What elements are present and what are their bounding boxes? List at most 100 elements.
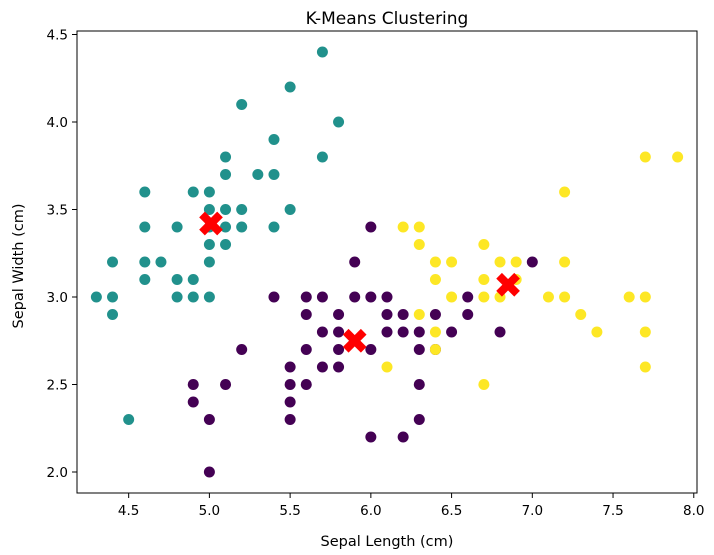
cluster-1-point xyxy=(187,186,199,198)
axes-frame xyxy=(76,30,698,494)
cluster-0-point xyxy=(526,256,538,268)
cluster-2-point xyxy=(429,326,441,338)
centroid-marker xyxy=(342,328,367,353)
centroid-marker xyxy=(199,211,223,236)
cluster-1-point xyxy=(90,291,102,303)
cluster-0-point xyxy=(300,344,312,355)
cluster-2-point xyxy=(510,256,522,268)
cluster-1-point xyxy=(155,256,167,268)
x-tick-label: 6.5 xyxy=(441,503,462,519)
cluster-2-point xyxy=(559,291,571,303)
cluster-0-point xyxy=(333,361,345,373)
cluster-1-point xyxy=(107,309,119,320)
cluster-0-point xyxy=(300,309,312,320)
cluster-0-point xyxy=(268,291,280,303)
cluster-1-point xyxy=(252,169,264,180)
cluster-2-point xyxy=(478,379,490,390)
cluster-0-point xyxy=(316,291,328,303)
cluster-2-point xyxy=(413,221,425,233)
y-tick-label: 2.0 xyxy=(47,465,68,481)
cluster-2-point xyxy=(381,361,393,373)
y-tick-label: 2.5 xyxy=(47,378,68,394)
cluster-2-point xyxy=(639,326,651,338)
cluster-1-point xyxy=(236,99,248,110)
cluster-2-point xyxy=(575,309,587,320)
cluster-0-point xyxy=(462,291,474,303)
cluster-1-point xyxy=(220,169,232,180)
cluster-1-point xyxy=(187,291,199,303)
cluster-2-point xyxy=(639,361,651,373)
y-axis: 2.0 2.5 3.0 3.5 4.0 4.5 xyxy=(47,28,77,481)
cluster-1-point xyxy=(236,221,248,233)
x-axis-label: Sepal Length (cm) xyxy=(321,534,454,550)
cluster-0-point xyxy=(203,466,215,478)
cluster-2-point xyxy=(478,274,490,285)
cluster-2-point xyxy=(478,291,490,303)
cluster-2-point xyxy=(591,326,603,338)
cluster-1-point xyxy=(220,204,232,215)
chart-title: K-Means Clustering xyxy=(306,9,469,29)
cluster-1-point xyxy=(171,274,183,285)
cluster-1-point xyxy=(268,169,280,180)
cluster-0-point xyxy=(413,379,425,390)
cluster-2-point xyxy=(413,309,425,320)
cluster-2-point xyxy=(542,291,554,303)
cluster-1-point xyxy=(203,204,215,215)
x-tick-label: 7.0 xyxy=(522,503,543,519)
cluster-2-point xyxy=(639,291,651,303)
cluster-1-point xyxy=(171,291,183,303)
cluster-1-point xyxy=(333,116,345,128)
cluster-1-point xyxy=(236,204,248,215)
cluster-0-point xyxy=(381,326,393,338)
cluster-0-point xyxy=(349,291,361,303)
cluster-2-point xyxy=(397,221,409,233)
cluster-1-point xyxy=(107,291,119,303)
cluster-2-point xyxy=(429,344,441,355)
cluster-0-point xyxy=(284,379,296,390)
cluster-1-point xyxy=(220,239,232,250)
cluster-0-point xyxy=(333,309,345,320)
cluster-0-point xyxy=(300,379,312,390)
cluster-1-point xyxy=(187,274,199,285)
cluster-2-point xyxy=(446,291,458,303)
cluster-0-point xyxy=(333,326,345,338)
x-tick-label: 5.0 xyxy=(199,503,220,519)
y-tick-label: 4.5 xyxy=(47,28,68,44)
cluster-2-point xyxy=(559,186,571,198)
cluster-1-point xyxy=(203,186,215,198)
cluster-1-point xyxy=(268,221,280,233)
x-tick-label: 8.0 xyxy=(683,503,704,519)
centroid-marker xyxy=(496,272,520,297)
cluster-1-point xyxy=(316,151,328,163)
cluster-0-point xyxy=(397,309,409,320)
y-tick-label: 3.5 xyxy=(47,203,68,219)
cluster-1-point xyxy=(139,274,151,285)
cluster-1-point xyxy=(284,81,296,93)
cluster-1-point xyxy=(171,221,183,233)
cluster-0-point xyxy=(413,326,425,338)
cluster-0-point xyxy=(187,396,199,408)
x-tick-label: 4.5 xyxy=(118,503,139,519)
x-axis: 4.5 5.0 5.5 6.0 6.5 7.0 7.5 8.0 xyxy=(118,493,705,519)
cluster-2-point xyxy=(623,291,635,303)
cluster-2-point xyxy=(413,239,425,250)
x-tick-label: 5.5 xyxy=(279,503,300,519)
cluster-0-point xyxy=(284,414,296,425)
cluster-2-point xyxy=(446,256,458,268)
y-axis-label: Sepal Width (cm) xyxy=(11,204,27,329)
cluster-0-point xyxy=(284,361,296,373)
cluster-0-point xyxy=(284,396,296,408)
cluster-0-point xyxy=(316,326,328,338)
cluster-2-point xyxy=(429,274,441,285)
cluster-0-point xyxy=(397,431,409,443)
cluster-0-point xyxy=(187,379,199,390)
y-tick-label: 4.0 xyxy=(47,115,68,131)
cluster-1-point xyxy=(316,46,328,58)
cluster-0-point xyxy=(333,344,345,355)
cluster-2-point xyxy=(478,239,490,250)
cluster-0-point xyxy=(365,344,377,355)
cluster-2-point xyxy=(494,256,506,268)
cluster-1-point xyxy=(203,291,215,303)
cluster-1-point xyxy=(268,134,280,145)
cluster-0-point xyxy=(300,291,312,303)
